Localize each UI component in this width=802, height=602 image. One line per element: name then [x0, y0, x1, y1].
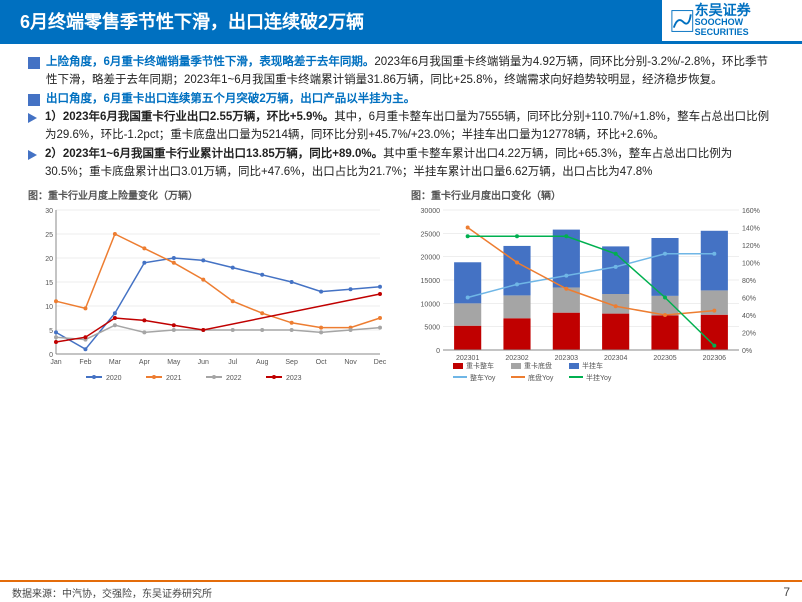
- svg-text:重卡底盘: 重卡底盘: [524, 361, 552, 370]
- svg-text:5000: 5000: [424, 324, 440, 331]
- svg-text:2020: 2020: [106, 375, 122, 382]
- t1-lead: 1）2023年6月我国重卡行业出口2.55万辆，环比+5.9%。: [45, 111, 334, 123]
- svg-text:5: 5: [49, 328, 53, 335]
- triangle-icon: [28, 113, 37, 123]
- svg-text:0%: 0%: [742, 348, 752, 355]
- svg-text:2021: 2021: [166, 375, 182, 382]
- svg-text:2022: 2022: [226, 375, 242, 382]
- chart2-svg: 0 5000 10000 15000 20000 25000 30000 0% 20% 40% 60…: [411, 204, 771, 384]
- svg-text:120%: 120%: [742, 243, 760, 250]
- svg-text:0: 0: [49, 352, 53, 359]
- svg-text:Dec: Dec: [374, 359, 387, 366]
- logo-cn: 东吴证券: [695, 3, 794, 18]
- svg-text:20%: 20%: [742, 330, 756, 337]
- svg-text:Aug: Aug: [256, 359, 269, 366]
- svg-text:Apr: Apr: [139, 359, 151, 366]
- svg-text:15: 15: [45, 280, 53, 287]
- footer: 数据来源：中汽协，交强险，东吴证券研究所 7: [0, 580, 802, 602]
- chart1-box: 图：重卡行业月度上险量变化（万辆） 0 5 10 15 20 25 30 Jan Feb Mar A…: [28, 187, 391, 384]
- page-number: 7: [783, 585, 790, 599]
- b2-lead: 出口角度，6月重卡出口连续第五个月突破2万辆，出口产品以半挂为主。: [46, 93, 415, 105]
- chart2-title: 图：重卡行业月度出口变化（辆）: [411, 187, 774, 202]
- svg-text:202304: 202304: [604, 355, 627, 362]
- svg-text:整车Yoy: 整车Yoy: [470, 373, 496, 382]
- svg-text:May: May: [167, 359, 181, 366]
- data-source: 数据来源：中汽协，交强险，东吴证券研究所: [12, 585, 212, 600]
- svg-text:25000: 25000: [421, 231, 441, 238]
- svg-text:20: 20: [45, 256, 53, 263]
- svg-text:10000: 10000: [421, 301, 441, 308]
- svg-text:Oct: Oct: [316, 359, 327, 366]
- svg-text:2023: 2023: [286, 375, 302, 382]
- svg-text:半挂车: 半挂车: [582, 361, 603, 370]
- svg-text:10: 10: [45, 304, 53, 311]
- svg-text:Jun: Jun: [198, 359, 209, 366]
- svg-text:25: 25: [45, 232, 53, 239]
- t2-lead: 2）2023年1~6月我国重卡行业累计出口13.85万辆，同比+89.0%。: [45, 148, 383, 160]
- svg-text:30000: 30000: [421, 208, 441, 215]
- chart1-title: 图：重卡行业月度上险量变化（万辆）: [28, 187, 391, 202]
- svg-text:160%: 160%: [742, 208, 760, 215]
- svg-text:Jul: Jul: [228, 359, 237, 366]
- svg-text:0: 0: [436, 348, 440, 355]
- svg-text:Mar: Mar: [109, 359, 122, 366]
- svg-text:15000: 15000: [421, 278, 441, 285]
- b1-lead: 上险角度，6月重卡终端销量季节性下滑，表现略差于去年同期。: [46, 56, 374, 68]
- svg-text:30: 30: [45, 208, 53, 215]
- svg-text:20000: 20000: [421, 254, 441, 261]
- logo-icon: [670, 8, 695, 34]
- bullet-icon: [28, 57, 40, 69]
- svg-text:重卡整车: 重卡整车: [466, 361, 494, 370]
- triangle-icon: [28, 150, 37, 160]
- page-title: 6月终端零售季节性下滑，出口连续破2万辆: [0, 0, 662, 43]
- svg-text:202306: 202306: [703, 355, 726, 362]
- svg-text:80%: 80%: [742, 278, 756, 285]
- charts-row: 图：重卡行业月度上险量变化（万辆） 0 5 10 15 20 25 30 Jan Feb Mar A…: [0, 183, 802, 384]
- svg-text:100%: 100%: [742, 260, 760, 267]
- logo: 东吴证券 SOOCHOW SECURITIES: [662, 0, 802, 43]
- svg-text:202302: 202302: [505, 355, 528, 362]
- svg-text:202301: 202301: [456, 355, 479, 362]
- svg-text:Feb: Feb: [79, 359, 91, 366]
- svg-text:Nov: Nov: [344, 359, 357, 366]
- content-body: 上险角度，6月重卡终端销量季节性下滑，表现略差于去年同期。2023年6月我国重卡…: [0, 44, 802, 182]
- svg-text:底盘Yoy: 底盘Yoy: [528, 373, 554, 382]
- logo-en: SOOCHOW SECURITIES: [695, 18, 794, 38]
- svg-text:140%: 140%: [742, 225, 760, 232]
- svg-text:Sep: Sep: [285, 359, 298, 366]
- chart2-box: 图：重卡行业月度出口变化（辆） 0 5000 10000 15000 20000 2500…: [411, 187, 774, 384]
- bullet-icon: [28, 94, 40, 106]
- svg-text:60%: 60%: [742, 295, 756, 302]
- svg-text:202305: 202305: [653, 355, 676, 362]
- svg-text:Jan: Jan: [50, 359, 61, 366]
- header: 6月终端零售季节性下滑，出口连续破2万辆 东吴证券 SOOCHOW SECURI…: [0, 0, 802, 44]
- svg-text:半挂Yoy: 半挂Yoy: [586, 373, 612, 382]
- svg-text:40%: 40%: [742, 313, 756, 320]
- chart1-svg: 0 5 10 15 20 25 30 Jan Feb Mar Apr May Jun Jul Aug Sep O…: [28, 204, 388, 384]
- svg-text:202303: 202303: [555, 355, 578, 362]
